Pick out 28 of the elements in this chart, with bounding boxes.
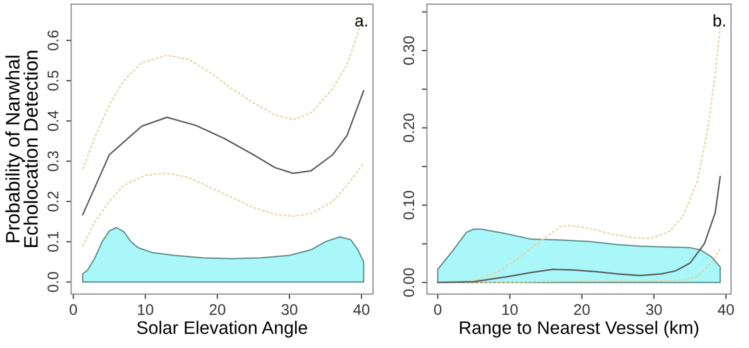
y-tick-label: 0.5 [48, 70, 58, 91]
y-tick-label: 0.1 [48, 232, 58, 252]
annotation: a. [355, 17, 367, 27]
x-axis-title: Range to Nearest Vessel (km) [460, 320, 698, 338]
y-axis-title: Probability of Narwhal Echolocation Detection [5, 50, 38, 247]
y-tick-label: 0.20 [403, 114, 414, 142]
y-tick-label: 0.4 [48, 110, 58, 131]
x-tick-label: 0 [434, 304, 442, 316]
y-tick-label: 0.0 [48, 272, 58, 292]
line-series [82, 90, 364, 216]
x-tick-label: 40 [718, 304, 734, 316]
y-tick-label: 0.30 [403, 36, 414, 65]
y-tick-label: 0.2 [48, 192, 58, 212]
y-tick-label: 0.00 [403, 268, 414, 297]
x-tick-label: 30 [282, 304, 298, 316]
annotation: b. [714, 14, 725, 27]
y-tick-label: 0.6 [48, 30, 58, 50]
x-tick-label: 0 [70, 304, 77, 316]
x-tick-label: 10 [502, 304, 518, 316]
x-tick-label: 10 [138, 304, 154, 316]
x-axis-title: Solar Elevation Angle [137, 320, 308, 338]
y-tick-label: 0.3 [48, 151, 58, 172]
x-tick-label: 30 [646, 304, 662, 316]
x-tick-label: 20 [574, 304, 590, 316]
line-series [82, 162, 364, 248]
x-tick-label: 20 [210, 304, 226, 316]
y-tick-label: 0.10 [403, 190, 414, 220]
x-tick-label: 40 [353, 304, 370, 316]
